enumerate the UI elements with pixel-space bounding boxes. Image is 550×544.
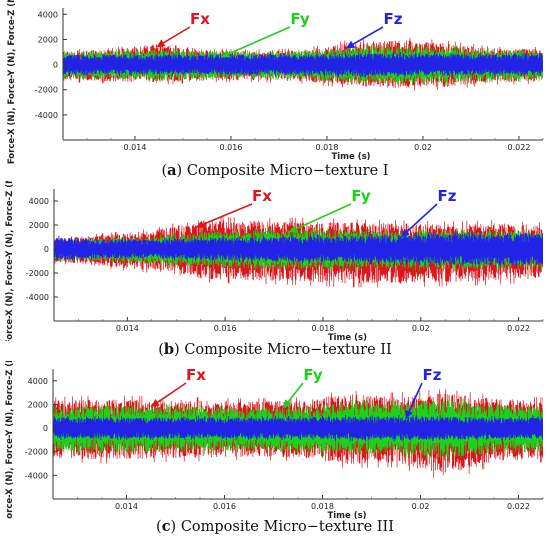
y-tick-label: -2000 [35,86,58,95]
y-tick-label: 0 [53,61,58,70]
y-axis-title: Force-X (N), Force-Y (N), Force-Z (N) [5,361,15,519]
caption-letter: b [163,341,175,358]
y-tick-label: -4000 [25,471,48,480]
x-tick-label: 0.016 [214,324,237,333]
x-tick-label: 0.018 [311,502,334,511]
annotation-arrowhead-fy [221,50,231,58]
x-tick-label: 0.014 [124,143,147,152]
x-tick-label: 0.016 [213,502,236,511]
plot-area [53,389,543,478]
x-tick-label: 0.02 [414,143,432,152]
plot-area [54,217,543,288]
annotation-arrowhead-fx [156,39,166,47]
caption-text: Composite Micro−texture III [180,519,394,535]
y-tick-label: 4000 [38,10,58,19]
x-tick-label: 0.016 [220,143,243,152]
x-tick-label: 0.014 [116,324,139,333]
annotation-arrow-fy [221,26,291,58]
annotation-arrowhead-fz [346,40,356,49]
caption-letter: a [167,162,177,179]
x-tick-label: 0.018 [316,143,339,152]
x-axis-title: Time (s) [331,152,370,162]
annotation-label-fz: Fz [423,366,442,384]
caption-panel-b: (b) Composite Micro−texture II [158,341,392,358]
y-tick-label: 4000 [29,197,49,206]
annotation-arrowhead-fy [288,225,298,233]
annotation-label-fx: Fx [190,10,210,28]
y-tick-label: 0 [44,245,49,254]
annotation-label-fx: Fx [186,366,206,384]
x-tick-label: 0.022 [507,502,530,511]
caption-text: Composite Micro−texture I [186,163,389,179]
chart-panel-c: 0.014 0.016 0.018 0.02 0.022 4000 2000 0 -2000 -4… [5,361,544,519]
annotation-label-fy: Fy [351,187,370,205]
annotation-arrowhead-fz [401,228,410,237]
y-tick-label: -4000 [26,293,49,302]
annotation-arrow-fx [195,203,253,229]
annotation-arrow-fy [288,203,352,233]
x-axis-title: Time (s) [327,511,366,519]
y-tick-label: -2000 [25,448,48,457]
x-tick-label: 0.022 [508,143,531,152]
annotation-label-fz: Fz [438,187,457,205]
plot-area [63,37,543,91]
y-tick-label: 2000 [29,221,49,230]
y-tick-label: 0 [43,424,48,433]
annotation-label-fy: Fy [303,366,322,384]
series-line-fz [63,51,543,78]
x-tick-label: 0.02 [412,502,430,511]
annotation-label-fy: Fy [290,10,309,28]
caption-panel-c: (c) Composite Micro−texture III [156,518,394,535]
annotation-arrowhead-fx [195,220,205,229]
y-tick-label: 2000 [38,35,58,44]
annotation-arrowhead-fx [151,399,160,407]
annotation-arrowhead-fz [405,409,413,419]
x-tick-label: 0.02 [412,324,430,333]
series-line-fz [54,231,543,268]
y-axis-title: Force-X (N), Force-Y (N), Force-Z (N) [7,0,17,164]
annotation-label-fz: Fz [384,10,403,28]
annotation-label-fx: Fx [252,187,272,205]
chart-panel-a: 0.014 0.016 0.018 0.02 0.022 4000 2000 0 -2000 -4… [7,0,544,164]
x-tick-label: 0.022 [507,324,530,333]
annotation-arrowhead-fy [283,399,292,408]
y-tick-label: -4000 [35,111,58,120]
x-tick-label: 0.014 [115,502,138,511]
y-axis-title: Force-X (N), Force-Y (N), Force-Z (N) [5,181,15,341]
caption-panel-a: (a) Composite Micro−texture I [161,162,389,179]
chart-panel-b: 0.014 0.016 0.018 0.02 0.022 4000 2000 0 -2000 -4… [5,181,544,341]
annotation-arrow-fz [400,203,438,238]
caption-text: Composite Micro−texture II [184,342,392,358]
caption-letter: c [161,518,171,535]
y-tick-label: 4000 [28,377,48,386]
y-tick-label: 2000 [28,400,48,409]
series-line-fz [53,415,543,442]
x-tick-label: 0.018 [311,324,334,333]
y-tick-label: -2000 [26,269,49,278]
x-axis-title: Time (s) [328,333,367,341]
